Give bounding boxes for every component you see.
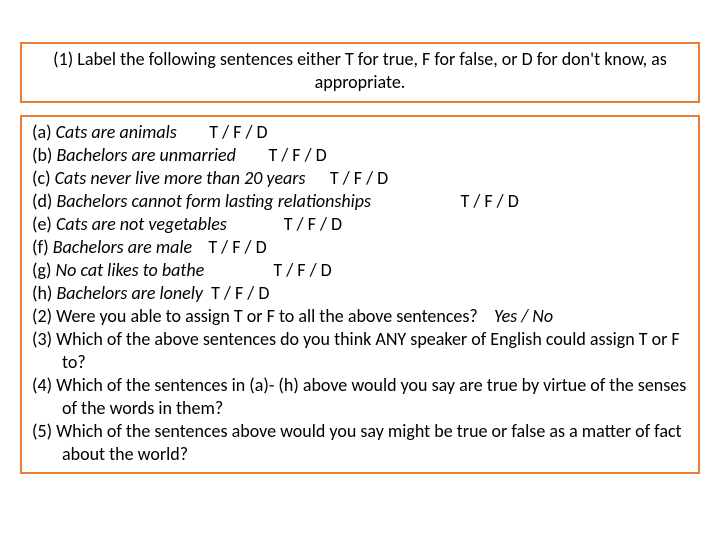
- item-label: (h): [32, 282, 56, 304]
- item-gap: [204, 259, 273, 281]
- question-text: (2) Were you able to assign T or F to al…: [32, 305, 478, 327]
- item-gap: [192, 236, 208, 258]
- item-label: (c): [32, 167, 55, 189]
- item-choices: T / F / D: [268, 144, 326, 166]
- item-label: (d): [32, 190, 56, 212]
- item-row: (f) Bachelors are male T / F / D: [32, 236, 688, 259]
- item-row: (b) Bachelors are unmarried T / F / D: [32, 144, 688, 167]
- question-text: (5) Which of the sentences above would y…: [32, 420, 682, 465]
- question-text: (3) Which of the above sentences do you …: [32, 328, 680, 373]
- item-row: (a) Cats are animals T / F / D: [32, 121, 688, 144]
- question-row: (4) Which of the sentences in (a)- (h) a…: [62, 374, 688, 420]
- item-gap: [305, 167, 329, 189]
- item-sentence: Cats are not vegetables: [56, 213, 227, 235]
- item-sentence: Bachelors cannot form lasting relationsh…: [56, 190, 371, 212]
- question-text: (4) Which of the sentences in (a)- (h) a…: [32, 374, 686, 419]
- item-choices: T / F / D: [208, 236, 266, 258]
- item-sentence: No cat likes to bathe: [56, 259, 205, 281]
- item-choices: T / F / D: [211, 282, 269, 304]
- question-row: (2) Were you able to assign T or F to al…: [62, 305, 688, 328]
- items-box: (a) Cats are animals T / F / D (b) Bache…: [20, 115, 700, 474]
- question-row: (3) Which of the above sentences do you …: [62, 328, 688, 374]
- page-container: (1) Label the following sentences either…: [0, 0, 720, 506]
- item-label: (g): [32, 259, 56, 281]
- item-gap: [371, 190, 461, 212]
- item-choices: T / F / D: [284, 213, 342, 235]
- item-choices: T / F / D: [330, 167, 388, 189]
- item-label: (b): [32, 144, 56, 166]
- question-answer: Yes / No: [478, 305, 553, 327]
- item-row: (g) No cat likes to bathe T / F / D: [32, 259, 688, 282]
- item-label: (e): [32, 213, 56, 235]
- item-row: (d) Bachelors cannot form lasting relati…: [32, 190, 688, 213]
- item-gap: [236, 144, 269, 166]
- instruction-box: (1) Label the following sentences either…: [20, 42, 700, 103]
- item-label: (f): [32, 236, 53, 258]
- item-gap: [227, 213, 284, 235]
- item-sentence: Cats never live more than 20 years: [55, 167, 306, 189]
- item-gap: [177, 121, 210, 143]
- item-sentence: Bachelors are unmarried: [56, 144, 235, 166]
- question-row: (5) Which of the sentences above would y…: [62, 420, 688, 466]
- item-choices: T / F / D: [273, 259, 331, 281]
- item-row: (c) Cats never live more than 20 years T…: [32, 167, 688, 190]
- item-choices: T / F / D: [460, 190, 518, 212]
- item-row: (e) Cats are not vegetables T / F / D: [32, 213, 688, 236]
- item-sentence: Bachelors are lonely: [56, 282, 203, 304]
- item-row: (h) Bachelors are lonely T / F / D: [32, 282, 688, 305]
- instruction-text: (1) Label the following sentences either…: [53, 48, 667, 93]
- item-label: (a): [32, 121, 56, 143]
- item-sentence: Cats are animals: [56, 121, 177, 143]
- item-sentence: Bachelors are male: [53, 236, 192, 258]
- item-choices: T / F / D: [209, 121, 267, 143]
- item-gap: [203, 282, 211, 304]
